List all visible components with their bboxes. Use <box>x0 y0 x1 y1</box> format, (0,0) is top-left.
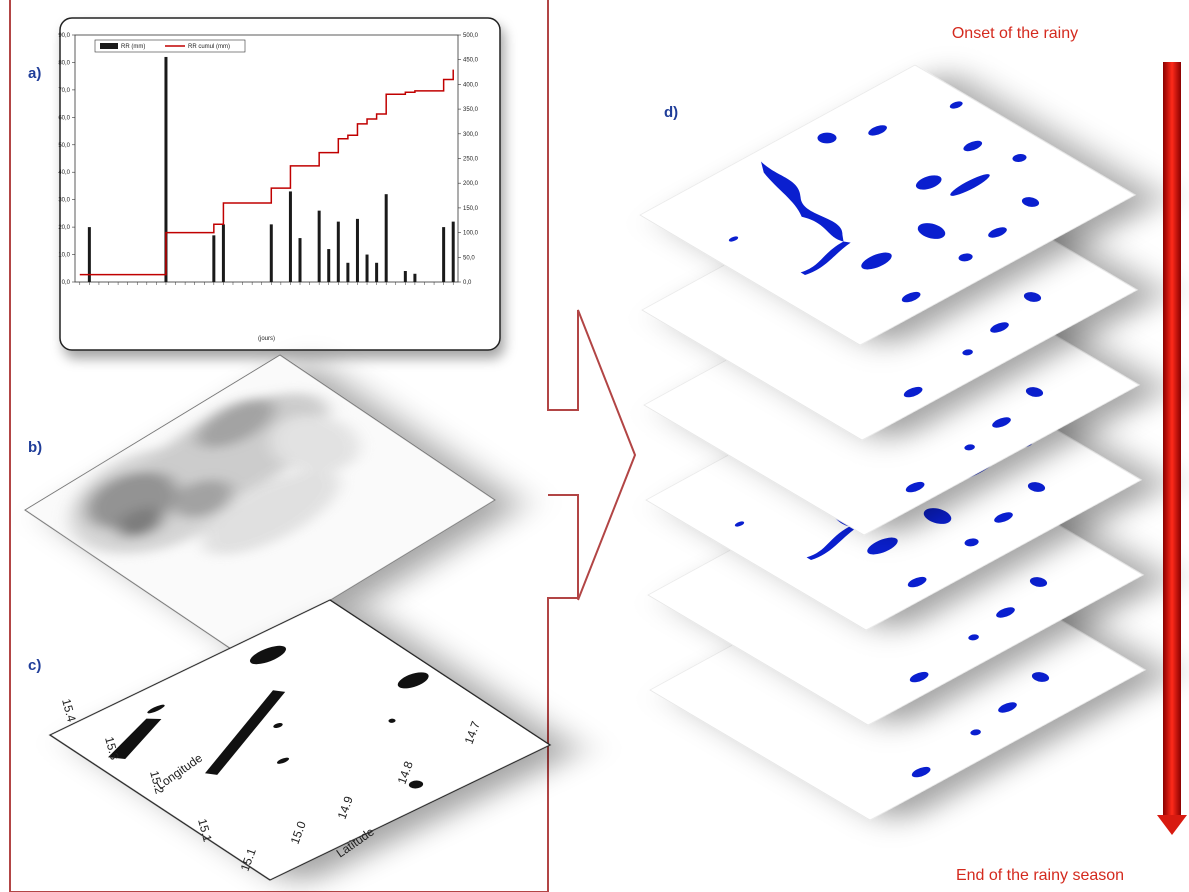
y-tick-label: 10,0 <box>58 253 70 259</box>
panel-label: a) <box>28 65 41 82</box>
bar <box>88 227 91 282</box>
y-tick-label: 30,0 <box>58 198 70 204</box>
chart-box <box>60 18 500 350</box>
bar <box>212 235 215 282</box>
onset-label: Onset of the rainy <box>952 25 1078 42</box>
panel-label: c) <box>28 657 41 674</box>
bar <box>375 263 378 282</box>
bar <box>318 211 321 282</box>
y2-tick-label: 300,0 <box>463 132 479 138</box>
end-label: End of the rainy season <box>956 867 1124 884</box>
y-tick-label: 80,0 <box>58 60 70 66</box>
y2-tick-label: 100,0 <box>463 231 479 237</box>
time-arrow <box>1157 62 1187 835</box>
bar <box>346 263 349 282</box>
panel-label: b) <box>28 439 42 456</box>
layer-stack <box>640 65 1145 820</box>
figure: 0,0 10,0 20,0 30,0 40,0 50,0 60,0 70,0 80,0 90,0 0… <box>0 0 1189 892</box>
x-axis-label: (jours) <box>258 336 275 342</box>
map-b <box>25 355 495 655</box>
bar <box>299 238 302 282</box>
y2-tick-label: 450,0 <box>463 58 479 64</box>
y-tick-label: 70,0 <box>58 88 70 94</box>
bar <box>404 271 407 282</box>
bar <box>222 224 225 282</box>
y2-tick-label: 250,0 <box>463 157 479 163</box>
y2-tick-label: 500,0 <box>463 33 479 39</box>
chevron <box>548 0 635 600</box>
bar <box>442 227 445 282</box>
y2-tick-label: 400,0 <box>463 82 479 88</box>
y2-tick-label: 0,0 <box>463 280 472 286</box>
y2-tick-label: 200,0 <box>463 181 479 187</box>
longitude-tick: 15.4 <box>59 697 79 723</box>
bar <box>337 222 340 282</box>
bar <box>366 255 369 282</box>
bar <box>413 274 416 282</box>
y-tick-label: 60,0 <box>58 115 70 121</box>
y2-tick-label: 350,0 <box>463 107 479 113</box>
bar <box>452 222 455 282</box>
bar <box>385 194 388 282</box>
bar <box>327 249 330 282</box>
legend-label: RR cumul (mm) <box>188 44 230 50</box>
legend-label: RR (mm) <box>121 44 145 50</box>
legend-swatch <box>100 43 118 49</box>
panel-label: d) <box>664 104 678 121</box>
y-tick-label: 20,0 <box>58 225 70 231</box>
bar <box>356 219 359 282</box>
y-tick-label: 40,0 <box>58 170 70 176</box>
y2-tick-label: 50,0 <box>463 255 475 261</box>
y-tick-label: 50,0 <box>58 143 70 149</box>
bar <box>289 191 292 282</box>
bar <box>270 224 273 282</box>
y2-tick-label: 150,0 <box>463 206 479 212</box>
y-tick-label: 0,0 <box>62 280 71 286</box>
y-tick-label: 90,0 <box>58 33 70 39</box>
